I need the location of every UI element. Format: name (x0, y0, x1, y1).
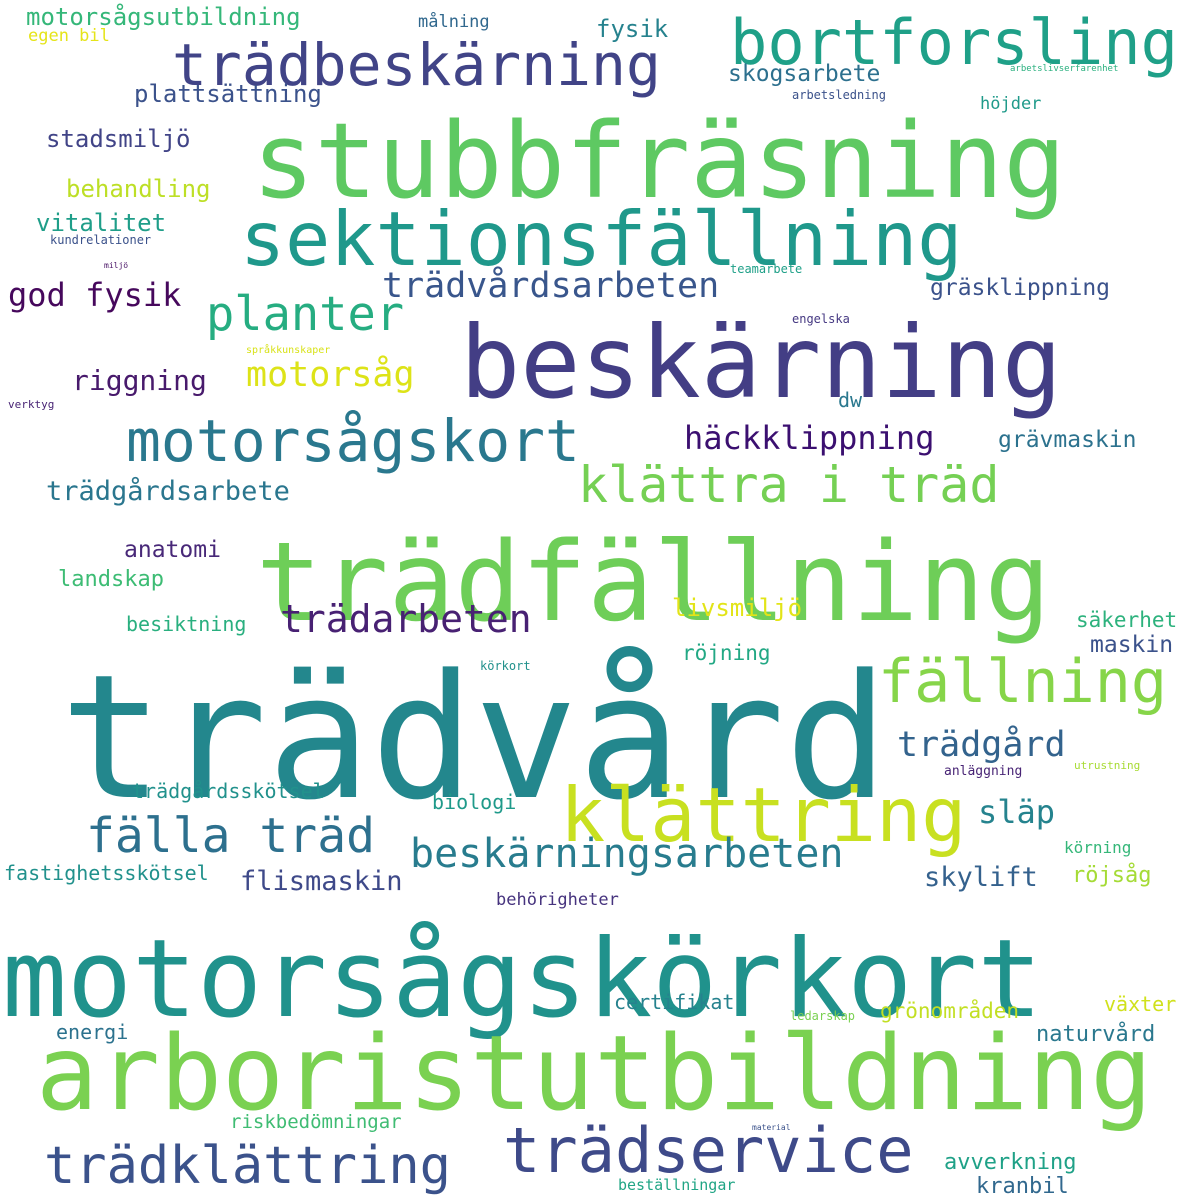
word-beskarningsarbeten: beskärningsarbeten (410, 831, 844, 877)
word-motorsagskort: motorsågskort (126, 406, 580, 475)
word-falla-trad: fälla träd (86, 807, 375, 864)
word-avverkning: avverkning (944, 1150, 1077, 1176)
word-tradfallning: trädfällning (256, 518, 1051, 646)
word-tradservice: trädservice (503, 1114, 914, 1188)
word-miljo: miljö (104, 260, 129, 270)
word-fastighetsskotsel: fastighetsskötsel (4, 861, 209, 885)
word-teamarbete: teamarbete (730, 262, 803, 277)
word-plattsattning: plattsättning (134, 79, 322, 108)
word-utrustning: utrustning (1074, 759, 1141, 773)
word-anatomi: anatomi (124, 536, 221, 563)
word-besiktning: besiktning (126, 612, 247, 636)
word-grasklippning: gräsklippning (930, 274, 1111, 301)
word-malning: målning (418, 12, 490, 33)
word-tradgard: trädgård (897, 725, 1066, 765)
word-korning: körning (1064, 838, 1132, 858)
word-stadsmiljo: stadsmiljö (46, 124, 191, 153)
word-beskarning: beskärning (460, 304, 1063, 421)
word-arbetslivserfarenhet: arbetslivserfarenhet (1010, 63, 1119, 74)
word-egen-bil: egen bil (28, 26, 110, 47)
word-sakerhet: säkerhet (1076, 608, 1178, 633)
word-klattra-i-trad: klättra i träd (578, 456, 1000, 514)
word-hackklippning: häckklippning (684, 419, 935, 458)
word-tradvard: trädvård (60, 637, 889, 839)
word-arboristutbildning: arboristutbildning (36, 1013, 1153, 1134)
word-tradgardsskotsel: trädgårdsskötsel (132, 779, 325, 803)
word-klattring: klättring (560, 771, 967, 859)
word-naturvard: naturvård (1036, 1022, 1156, 1048)
word-maskin: maskin (1090, 631, 1174, 658)
word-tradklattring: trädklättring (44, 1136, 451, 1197)
word-tradarbeten: trädarbeten (280, 596, 532, 641)
word-planter: planter (206, 287, 405, 343)
word-sprakkunskaper: språkkunskaper (246, 345, 331, 356)
word-gravmaskin: grävmaskin (998, 426, 1137, 453)
word-tradbeskarning: trädbeskärning (172, 30, 661, 99)
word-tradgardsarbete: trädgårdsarbete (46, 476, 290, 508)
word-riskbedomningar: riskbedömningar (230, 1110, 402, 1133)
word-korkort: körkort (480, 659, 531, 674)
word-rojning: röjning (682, 641, 771, 666)
word-skylift: skylift (924, 862, 1038, 894)
word-hojder: höjder (980, 94, 1042, 115)
word-livsmiljo: livsmiljö (672, 593, 803, 622)
word-engelska: engelska (792, 312, 850, 327)
word-sektionsfallning: sektionsfällning (240, 195, 963, 283)
word-anlaggning: anläggning (944, 763, 1023, 779)
word-flismaskin: flismaskin (240, 866, 403, 898)
word-energi: energi (56, 1020, 129, 1044)
word-kundrelationer: kundrelationer (50, 233, 152, 248)
word-bortforsling: bortforsling (730, 6, 1178, 80)
word-behorigheter: behörigheter (496, 890, 619, 911)
word-riggning: riggning (72, 363, 207, 397)
word-fysik: fysik (596, 14, 669, 43)
word-slap: släp (978, 793, 1056, 832)
word-arbetsledning: arbetsledning (792, 88, 886, 103)
word-verktyg: verktyg (8, 398, 55, 412)
word-motorsag: motorsåg (246, 355, 415, 395)
word-motorsagsutbildning: motorsågsutbildning (26, 2, 301, 31)
word-stubbfrasning: stubbfräsning (252, 99, 1066, 222)
word-rojsag: röjsåg (1072, 863, 1152, 889)
word-bestallningar: beställningar (618, 1176, 736, 1194)
word-certifikat: certifikat (614, 990, 735, 1014)
word-fallning: fällning (878, 647, 1167, 717)
word-ledarskap: ledarskap (790, 1009, 856, 1024)
word-material: material (752, 1122, 791, 1132)
word-vitalitet: vitalitet (36, 208, 167, 237)
word-god-fysik: god fysik (8, 276, 182, 315)
word-landskap: landskap (58, 567, 164, 593)
word-skogsarbete: skogsarbete (728, 60, 881, 87)
word-biologi: biologi (432, 790, 517, 814)
word-dw: dw (838, 388, 863, 412)
word-tradvardsarbeten: trädvårdsarbeten (382, 266, 720, 306)
word-behandling: behandling (66, 174, 211, 203)
word-kranbil: kranbil (976, 1174, 1069, 1200)
word-vaxter: växter (1104, 992, 1177, 1016)
word-motorsagskorkort: motorsågskörkort (2, 916, 1043, 1042)
word-gronomraden: grönområden (880, 999, 1020, 1024)
